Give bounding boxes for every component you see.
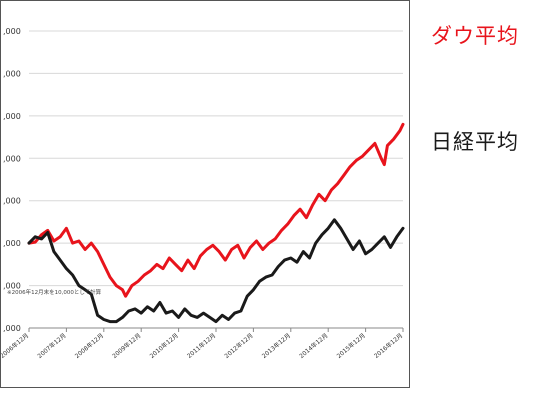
x-tick-label: 2013年12月 — [260, 331, 292, 360]
chart-annotation: ※2006年12月末を10,000として計算 — [7, 288, 102, 296]
line-chart: ,000 ,000 ,000 ,000 ,000 ,000 ,000 ,000 2006年12… — [1, 27, 405, 360]
x-tick-label: 2011年12月 — [185, 331, 217, 360]
y-tick-label: ,000 — [3, 112, 21, 121]
x-tick-label: 2016年12月 — [372, 331, 404, 360]
y-tick-labels: ,000 ,000 ,000 ,000 ,000 ,000 ,000 ,000 — [3, 27, 21, 333]
y-tick-label: ,000 — [3, 69, 21, 78]
legend-dow: ダウ平均 — [431, 24, 519, 48]
x-tick-label: 2008年12月 — [73, 331, 105, 360]
x-tick-label: 2007年12月 — [36, 331, 68, 360]
series-lines — [27, 122, 405, 324]
x-tick-label: 2014年12月 — [298, 331, 330, 360]
grid-lines — [29, 30, 403, 329]
y-tick-label: ,000 — [3, 282, 21, 291]
x-tick-label: 2015年12月 — [335, 331, 367, 360]
x-tick-label: 2012年12月 — [223, 331, 255, 360]
x-tick-label: 2010年12月 — [148, 331, 180, 360]
y-tick-label: ,000 — [3, 154, 21, 163]
legend-nikkei: 日経平均 — [431, 130, 519, 154]
y-tick-label: ,000 — [3, 324, 21, 333]
x-tick-label: 2009年12月 — [111, 331, 143, 360]
series-line-nikkei — [27, 218, 405, 324]
y-tick-label: ,000 — [3, 27, 21, 36]
y-tick-label: ,000 — [3, 197, 21, 206]
x-tick-labels: 2006年12月 2007年12月 2008年12月 2009年12月 2010年12月… — [1, 327, 404, 360]
chart-frame: ,000 ,000 ,000 ,000 ,000 ,000 ,000 ,000 2006年12… — [0, 0, 410, 388]
y-tick-label: ,000 — [3, 239, 21, 248]
series-line-dow — [27, 122, 405, 298]
x-tick-label: 2006年12月 — [1, 331, 30, 360]
